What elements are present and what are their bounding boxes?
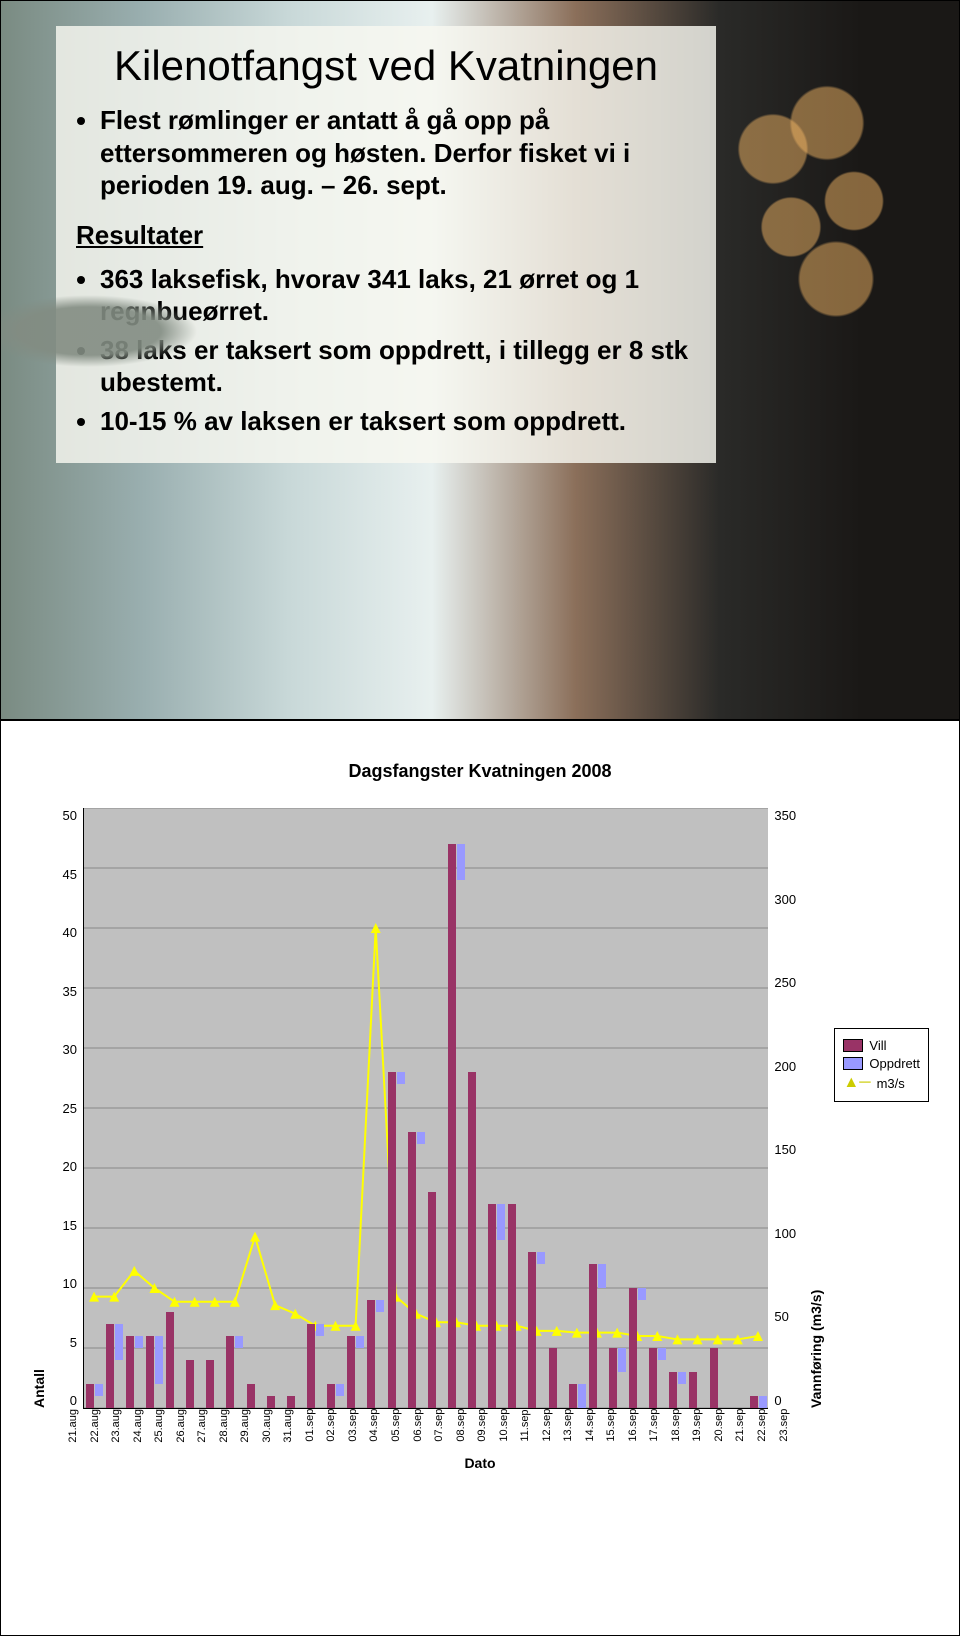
swatch-icon [843,1057,863,1070]
legend-item: Vill [843,1038,920,1053]
y-right-axis: 350300250200150100500 [768,808,808,1408]
chart: Antall 50454035302520151050 350300250200… [31,808,929,1409]
plot-area [83,808,768,1409]
intro-bullets: Flest rømlinger er antatt å gå opp på et… [76,104,696,202]
bullet: 363 laksefisk, hvorav 341 laks, 21 ørret… [100,263,696,328]
bullet: 10-15 % av laksen er taksert som oppdret… [100,405,696,438]
line-marker-icon: ▲─ [843,1074,870,1092]
x-axis-label: Dato [31,1455,929,1471]
legend: Vill Oppdrett ▲─ m3/s [834,1028,929,1102]
result-bullets: 363 laksefisk, hvorav 341 laks, 21 ørret… [76,263,696,438]
content-box: Kilenotfangst ved Kvatningen Flest rømli… [56,26,716,463]
y-right-label: Vannføring (m3/s) [808,808,824,1408]
legend-label: m3/s [877,1076,905,1091]
x-axis: 21.aug22.aug23.aug24.aug25.aug26.aug27.a… [67,1409,799,1447]
bullet: Flest rømlinger er antatt å gå opp på et… [100,104,696,202]
slide-1: Kilenotfangst ved Kvatningen Flest rømli… [0,0,960,720]
legend-item: Oppdrett [843,1056,920,1071]
subhead: Resultater [76,220,696,251]
y-left-axis: 50454035302520151050 [47,808,83,1408]
y-left-label: Antall [31,808,47,1408]
slide-2: Dagsfangster Kvatningen 2008 Antall 5045… [0,720,960,1636]
legend-item: ▲─ m3/s [843,1074,920,1092]
legend-label: Oppdrett [869,1056,920,1071]
legend-label: Vill [869,1038,886,1053]
chart-title: Dagsfangster Kvatningen 2008 [31,761,929,782]
slide-title: Kilenotfangst ved Kvatningen [76,42,696,90]
bullet: 38 laks er taksert som oppdrett, i tille… [100,334,696,399]
swatch-icon [843,1039,863,1052]
